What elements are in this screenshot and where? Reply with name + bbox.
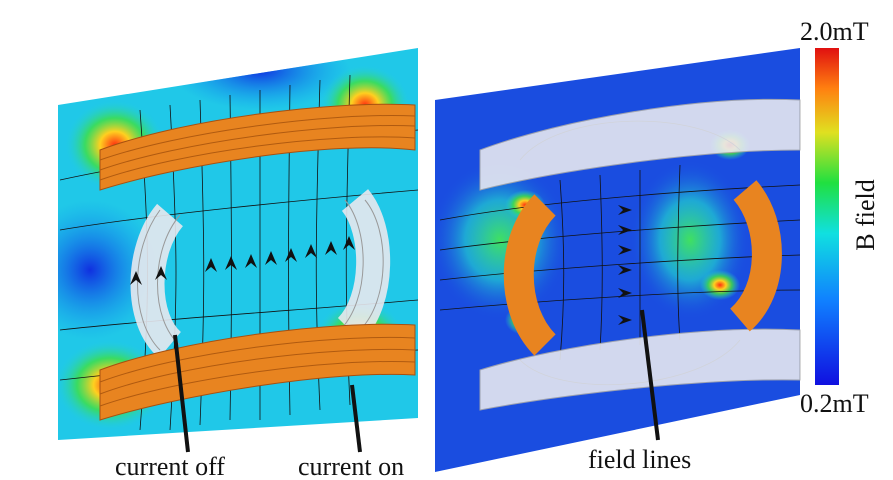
coil-off-right — [479, 98, 801, 411]
coil-off — [130, 189, 391, 359]
annotation: current on — [298, 452, 404, 480]
colorbar-min: 0.2mT — [800, 389, 869, 418]
coil-on-right — [503, 180, 782, 356]
annotation: current off — [115, 452, 225, 480]
coil-on — [99, 103, 416, 421]
coil-off-windings — [137, 199, 384, 351]
pointer-lines — [173, 309, 660, 453]
annotation: field lines — [588, 445, 691, 474]
field-arrows — [130, 236, 355, 285]
colorbar — [815, 48, 839, 385]
colorbar-title: B field — [851, 179, 880, 251]
field-arrows-right — [618, 205, 632, 325]
colorbar-max: 2.0mT — [800, 17, 869, 46]
